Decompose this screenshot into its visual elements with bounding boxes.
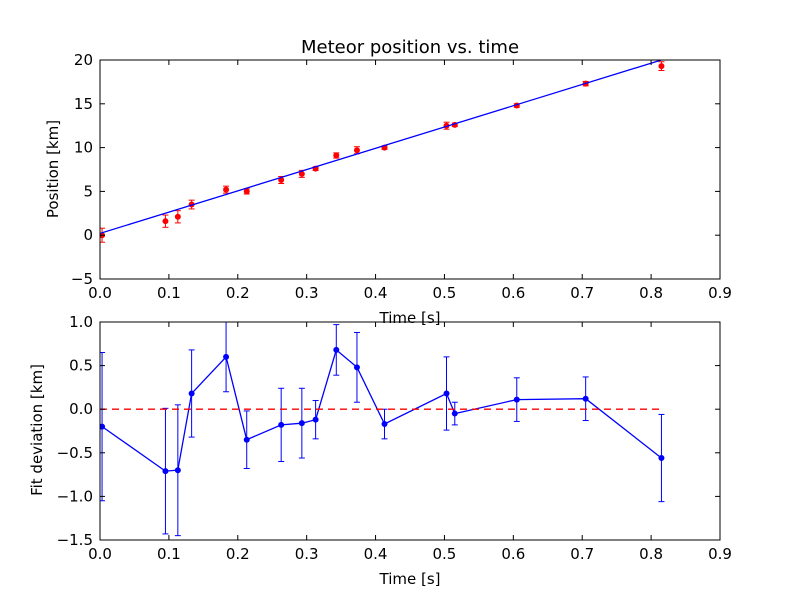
- y-tick-label: 15: [74, 95, 93, 113]
- x-tick-label: 0.2: [226, 545, 250, 563]
- data-point: [353, 147, 360, 154]
- plot-area: [100, 322, 665, 537]
- position-panel: Meteor position vs. time Time [s] Positi…: [44, 37, 732, 327]
- x-tick-label: 0.0: [88, 545, 112, 563]
- data-point: [223, 186, 230, 193]
- x-tick-label: 0.3: [295, 545, 319, 563]
- x-tick-label: 0.2: [226, 284, 250, 302]
- y-tick-label: 0.5: [69, 357, 93, 375]
- x-tick-label: 0.7: [570, 284, 594, 302]
- y-tick-label: −1.0: [57, 487, 93, 505]
- y-tick-label: 0.0: [69, 400, 93, 418]
- data-point: [174, 467, 181, 474]
- data-point: [162, 468, 169, 475]
- x-tick-label: 0.0: [88, 284, 112, 302]
- x-tick-label: 0.7: [570, 545, 594, 563]
- data-point: [312, 416, 319, 423]
- x-tick-label: 0.8: [639, 545, 663, 563]
- data-point: [658, 455, 665, 462]
- x-tick-label: 0.9: [708, 545, 732, 563]
- x-tick-label: 0.4: [364, 545, 388, 563]
- axes-frame: [99, 59, 721, 280]
- x-axis-label: Time [s]: [379, 309, 441, 327]
- data-point: [188, 390, 195, 397]
- data-point: [353, 364, 360, 371]
- x-tick-label: 0.3: [295, 284, 319, 302]
- data-point: [278, 421, 285, 428]
- data-point: [298, 420, 305, 427]
- y-tick-label: 5: [83, 182, 93, 200]
- y-axis-label: Position [km]: [44, 120, 62, 218]
- data-point: [333, 152, 340, 159]
- y-tick-label: 1.0: [69, 313, 93, 331]
- data-point: [443, 390, 450, 397]
- data-point: [162, 218, 169, 225]
- x-tick-label: 0.8: [639, 284, 663, 302]
- data-point: [582, 395, 589, 402]
- y-tick-label: 0: [83, 226, 93, 244]
- x-tick-label: 0.4: [364, 284, 388, 302]
- x-tick-label: 0.1: [157, 284, 181, 302]
- data-point: [381, 421, 388, 428]
- y-axis-label: Fit deviation [km]: [28, 364, 46, 496]
- data-point: [100, 423, 106, 430]
- y-tick-label: 20: [74, 51, 93, 69]
- x-tick-label: 0.9: [708, 284, 732, 302]
- data-point: [223, 353, 230, 360]
- data-point: [451, 410, 458, 417]
- data-point: [333, 346, 340, 353]
- y-tick-label: 10: [74, 139, 93, 157]
- y-tick-label: −5: [71, 270, 93, 288]
- y-tick-label: −1.5: [57, 531, 93, 549]
- series-0: [100, 61, 665, 243]
- data-point: [513, 396, 520, 403]
- deviation-panel: Time [s] Fit deviation [km] 0.0 0.1 0.2 0.3…: [28, 313, 732, 588]
- data-point: [243, 188, 250, 195]
- data-point: [174, 213, 181, 220]
- x-tick-label: 0.5: [433, 545, 457, 563]
- y-tick-label: −0.5: [57, 444, 93, 462]
- x-tick-label: 0.6: [501, 545, 525, 563]
- chart-title: Meteor position vs. time: [301, 37, 519, 58]
- series-1: [100, 60, 662, 235]
- x-tick-label: 0.6: [501, 284, 525, 302]
- data-point: [243, 436, 250, 443]
- axes-frame: [99, 321, 721, 541]
- plot-area: [100, 60, 665, 243]
- data-point: [658, 63, 665, 70]
- x-tick-label: 0.5: [433, 284, 457, 302]
- fit-line: [100, 60, 662, 235]
- x-axis-label: Time [s]: [379, 570, 441, 588]
- x-tick-label: 0.1: [157, 545, 181, 563]
